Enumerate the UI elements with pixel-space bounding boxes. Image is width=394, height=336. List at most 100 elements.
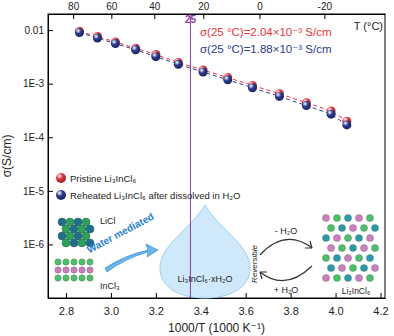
- reference-line: [190, 14, 191, 298]
- li3incl6-atom: [371, 224, 378, 231]
- y-tick-label: 1E-3: [23, 78, 45, 89]
- data-layer: [75, 27, 351, 130]
- li3incl6-atom: [322, 214, 329, 221]
- water-arrow: [105, 244, 158, 272]
- incl3-atom: [79, 275, 85, 281]
- annotation: InCl₃: [100, 281, 120, 291]
- incl3-atom: [63, 275, 69, 281]
- x-tick-mark: [336, 293, 337, 298]
- incl3-atom: [55, 259, 61, 265]
- x2-tick: 60: [106, 1, 118, 19]
- dehydrate-arrow: [260, 239, 312, 255]
- licl-atom: [82, 232, 90, 240]
- x-tick-label: 3.2: [149, 305, 164, 317]
- licl-atom: [78, 225, 86, 233]
- x-tick: 3.6: [239, 293, 254, 317]
- x2-tick: 20: [198, 1, 210, 19]
- licl-atom: [58, 232, 66, 240]
- x2-tick-mark: [111, 14, 112, 19]
- li3incl6-atom: [360, 224, 367, 231]
- x-tick: 3.8: [283, 293, 298, 317]
- data-point: [223, 75, 232, 84]
- incl3-atom: [63, 267, 69, 273]
- incl3-atom: [87, 267, 93, 273]
- y-tick-label: 1E-4: [23, 132, 45, 143]
- li3incl6-atom: [349, 224, 356, 231]
- li3incl6-atom: [366, 274, 373, 281]
- x-tick-mark: [111, 293, 112, 298]
- incl3-atom: [87, 275, 93, 281]
- x-tick-label: 3.0: [104, 305, 119, 317]
- x-tick-mark: [246, 293, 247, 298]
- incl3-atom: [71, 275, 77, 281]
- x-tick-label: 3.6: [239, 305, 254, 317]
- x-tick-label: 3.8: [283, 305, 298, 317]
- y-tick-mark: [48, 30, 53, 31]
- li3incl6-atom: [349, 244, 356, 251]
- annotation: + H₂O: [274, 285, 299, 295]
- legend-label: Pristine Li₃InCl₆: [70, 173, 136, 184]
- licl-atom: [70, 239, 78, 247]
- legend-marker: [56, 190, 66, 200]
- series-line: [79, 31, 346, 121]
- y-tick-mark: [48, 137, 53, 138]
- y-tick-mark: [48, 244, 53, 245]
- y-tick-label: 1E-5: [23, 186, 45, 197]
- y-tick: 1E-5: [23, 186, 53, 197]
- reference-line-label: 25: [185, 14, 197, 25]
- y-tick: 1E-6: [23, 239, 53, 250]
- x-tick-label: 4.0: [328, 305, 343, 317]
- data-point: [174, 60, 183, 69]
- x2-axis-title: T (°C): [354, 20, 383, 32]
- x-tick: 3.2: [149, 293, 164, 317]
- x2-axis: 80 60 40 20 0 -20: [49, 1, 386, 19]
- y-axis-title: σ(S/cm): [0, 135, 14, 178]
- y-axis-line: [48, 15, 49, 299]
- li3incl6-atom: [333, 214, 340, 221]
- incl3-atom: [71, 267, 77, 273]
- y-tick-label: 1E-6: [23, 239, 45, 250]
- y-axis: 1E-61E-51E-41E-30.01: [23, 15, 53, 299]
- licl-atom: [74, 218, 82, 226]
- x-axis-line: [49, 298, 386, 299]
- y-tick-mark: [48, 84, 53, 85]
- li3incl6-atom: [355, 274, 362, 281]
- x2-axis-line: [49, 14, 386, 15]
- x2-tick-label: 80: [68, 1, 80, 12]
- x2-tick: 80: [68, 1, 80, 19]
- x-tick-label: 2.8: [59, 305, 74, 317]
- x2-tick-mark: [73, 14, 74, 19]
- licl-atom: [74, 232, 82, 240]
- incl3-atom: [71, 259, 77, 265]
- legend-label: Reheated Li₃InCl₆ after dissolved in H₂O: [70, 190, 240, 201]
- li3incl6-atom: [338, 264, 345, 271]
- y-tick: 1E-4: [23, 132, 53, 143]
- x-axis-title: 1000/T (1000 K⁻¹): [168, 321, 265, 335]
- li3incl6-atom: [344, 214, 351, 221]
- li3incl6-atom: [333, 234, 340, 241]
- data-point: [327, 110, 336, 119]
- data-point: [302, 101, 311, 110]
- x-tick-label: 4.2: [373, 305, 388, 317]
- x2-tick-label: -20: [318, 1, 333, 12]
- annotation: σ(25 °C)=2.04×10⁻³ S/cm: [200, 26, 332, 38]
- data-point: [93, 34, 102, 43]
- x-tick-label: 3.4: [194, 305, 209, 317]
- li3incl6-atom: [322, 254, 329, 261]
- li3incl6-atom: [333, 254, 340, 261]
- y-tick-mark: [48, 191, 53, 192]
- li3incl6-atom: [371, 244, 378, 251]
- li3incl6-atom: [327, 224, 334, 231]
- x2-tick-label: 60: [106, 1, 118, 12]
- y-tick: 1E-3: [23, 78, 53, 89]
- x2-tick-label: 40: [149, 1, 161, 12]
- water-droplet: [160, 205, 250, 298]
- annotation: Li₃InCl₆·xH₂O: [178, 274, 233, 284]
- licl-atom: [62, 239, 70, 247]
- incl3-atom: [55, 275, 61, 281]
- li3incl6-atom: [360, 264, 367, 271]
- x2-tick-label: 0: [257, 1, 263, 12]
- data-point: [248, 83, 257, 92]
- legend-marker: [56, 173, 66, 183]
- incl3-atom: [63, 259, 69, 265]
